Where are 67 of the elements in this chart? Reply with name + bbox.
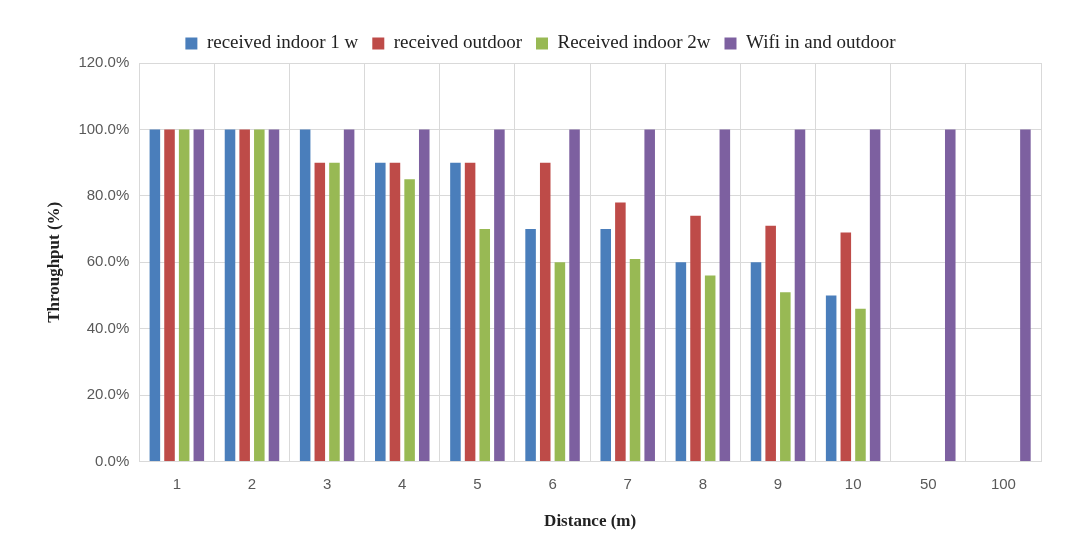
y-tick-label: 20.0% <box>86 385 130 403</box>
bar <box>343 129 355 462</box>
bar <box>329 162 340 462</box>
bar <box>224 129 236 462</box>
bar <box>494 129 505 462</box>
bar <box>525 229 536 462</box>
bar <box>765 225 776 462</box>
x-tick-label: 2 <box>247 474 257 492</box>
y-tick-label: 0.0% <box>95 451 130 469</box>
x-tick-label: 1 <box>172 474 182 492</box>
x-axis-title: Distance (m) <box>544 511 637 531</box>
bar <box>239 129 250 462</box>
bar <box>600 229 611 462</box>
bar <box>389 162 401 462</box>
x-tick-label: 3 <box>322 474 332 492</box>
bar <box>840 232 852 462</box>
bar <box>418 129 430 462</box>
bar <box>719 129 731 462</box>
x-tick-label: 5 <box>473 474 482 492</box>
bar <box>704 275 716 462</box>
y-tick-label: 60.0% <box>86 252 130 270</box>
bar <box>629 258 641 462</box>
legend-label: received indoor 1 w <box>206 31 359 53</box>
bar <box>569 129 580 462</box>
bar <box>855 308 866 462</box>
bar <box>149 129 161 462</box>
bar <box>554 262 566 462</box>
bar <box>254 129 265 462</box>
y-tick-label: 100.0% <box>78 119 130 137</box>
bar <box>479 229 491 462</box>
bar <box>164 129 175 462</box>
bar <box>450 162 461 462</box>
x-tick-label: 100 <box>990 474 1016 492</box>
bar <box>299 129 311 462</box>
bar <box>944 129 956 462</box>
y-tick-label: 80.0% <box>86 186 130 204</box>
bar <box>780 292 791 462</box>
bar <box>314 162 326 462</box>
x-tick-label: 4 <box>398 474 407 492</box>
bar <box>193 129 205 462</box>
bar <box>464 162 476 462</box>
bar <box>750 262 762 462</box>
bar <box>644 129 655 462</box>
bar <box>825 295 837 462</box>
bar <box>539 162 551 462</box>
y-tick-label: 40.0% <box>86 318 130 336</box>
legend-label: Received indoor 2w <box>557 31 711 53</box>
bar <box>178 129 190 462</box>
bar <box>1020 129 1031 462</box>
bar <box>690 215 701 462</box>
x-tick-label: 6 <box>548 474 557 492</box>
bar <box>869 129 881 462</box>
legend-label: Wifi in and outdoor <box>746 31 897 53</box>
bar <box>615 202 626 462</box>
y-tick-label: 120.0% <box>78 53 130 71</box>
x-tick-label: 8 <box>698 474 708 492</box>
legend-label: received outdoor <box>393 31 523 53</box>
x-tick-label: 9 <box>773 474 783 492</box>
bar <box>268 129 280 462</box>
x-tick-label: 10 <box>844 474 862 492</box>
bar <box>375 162 386 462</box>
x-tick-label: 7 <box>623 474 632 492</box>
x-tick-label: 50 <box>919 474 937 492</box>
bar <box>404 179 415 462</box>
bar <box>794 129 806 462</box>
y-axis-title: Throughput (%) <box>43 201 63 323</box>
bar <box>675 262 687 462</box>
